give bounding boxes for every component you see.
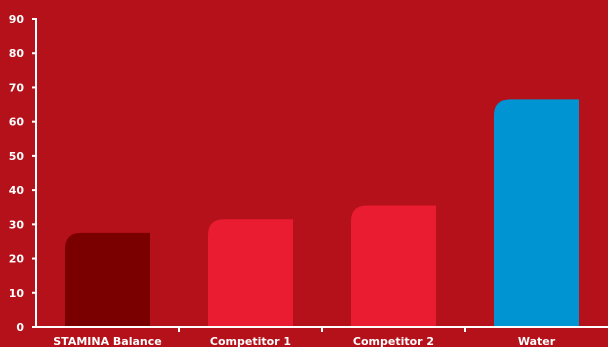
bar-competitor-1 [208,219,293,327]
y-tick-label: 0 [16,321,24,334]
y-tick-label: 70 [9,81,25,94]
x-tick-label: Competitor 2 [353,335,434,347]
x-tick-label: Water [518,335,556,347]
bar-competitor-2 [351,205,436,327]
bar-stamina-balance [65,232,150,327]
bar-water [494,99,579,327]
y-tick-label: 10 [9,287,25,300]
bars-group [65,99,579,327]
y-tick-label: 90 [9,13,25,26]
x-tick-label: Competitor 1 [210,335,291,347]
y-tick-label: 50 [9,150,25,163]
y-tick-label: 40 [9,184,25,197]
y-tick-label: 20 [9,253,25,266]
y-tick-label: 60 [9,116,25,129]
x-tick-label: STAMINA Balance [53,335,162,347]
y-tick-label: 80 [9,47,25,60]
axes-group: STAMINA Balance Competitor 1 Competitor 2 W… [9,13,608,347]
y-tick-label: 30 [9,218,25,231]
